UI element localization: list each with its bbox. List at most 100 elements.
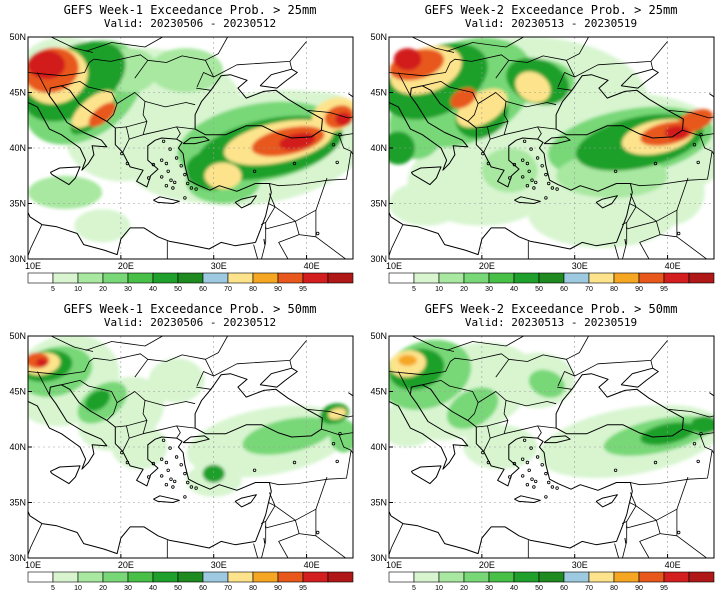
coastline bbox=[410, 465, 442, 485]
colorbar-swatch bbox=[663, 571, 690, 583]
coastline bbox=[624, 537, 627, 544]
x-tick-label: 20E bbox=[118, 261, 134, 271]
y-tick-label: 35N bbox=[9, 498, 26, 508]
x-tick-label: 30E bbox=[211, 560, 227, 570]
probability-contour bbox=[335, 112, 353, 126]
coastline bbox=[555, 373, 684, 438]
island bbox=[529, 147, 533, 151]
island bbox=[532, 485, 536, 489]
coastline bbox=[182, 435, 210, 444]
probability-contour bbox=[148, 48, 223, 93]
island bbox=[653, 161, 658, 166]
x-tick-label: 40E bbox=[665, 560, 681, 570]
island bbox=[331, 142, 336, 147]
country-border bbox=[196, 371, 214, 387]
island bbox=[316, 530, 320, 535]
country-border bbox=[176, 425, 181, 439]
colorbar-label: 50 bbox=[535, 585, 543, 592]
island bbox=[525, 460, 530, 465]
y-tick-label: 40N bbox=[9, 442, 26, 452]
probability-contour bbox=[74, 209, 131, 243]
colorbar-label: 60 bbox=[199, 286, 207, 293]
colorbar-swatch bbox=[638, 571, 665, 583]
colorbar-label: 90 bbox=[274, 286, 282, 293]
colorbar-swatch bbox=[27, 272, 54, 284]
colorbar-swatch bbox=[152, 272, 179, 284]
colorbar-label: 40 bbox=[149, 286, 157, 293]
country-border bbox=[476, 425, 491, 452]
island bbox=[486, 460, 491, 465]
island bbox=[166, 169, 170, 173]
coastline bbox=[194, 373, 323, 438]
colorbar-label: 40 bbox=[510, 286, 518, 293]
country-border bbox=[621, 502, 637, 524]
colorbar-label: 80 bbox=[249, 585, 257, 592]
y-tick-label: 45N bbox=[370, 88, 387, 98]
country-border bbox=[51, 336, 94, 352]
x-tick-label: 10E bbox=[386, 560, 402, 570]
country-border bbox=[574, 41, 668, 78]
map-panel-w1-50: GEFS Week-1 Exceedance Prob. > 50mm Valid… bbox=[0, 299, 361, 598]
map-area bbox=[389, 336, 714, 558]
country-border bbox=[129, 134, 144, 140]
country-border bbox=[205, 37, 228, 61]
country-border bbox=[557, 87, 572, 91]
island bbox=[512, 461, 517, 466]
country-border bbox=[537, 126, 542, 140]
country-border bbox=[144, 400, 196, 407]
country-border bbox=[446, 336, 524, 351]
island bbox=[194, 187, 198, 191]
country-border bbox=[261, 521, 267, 558]
country-border bbox=[306, 109, 353, 119]
country-border bbox=[667, 109, 714, 119]
island bbox=[535, 455, 540, 459]
colorbar-label: 40 bbox=[510, 585, 518, 592]
y-tick-label: 45N bbox=[370, 387, 387, 397]
coastline bbox=[234, 494, 257, 508]
island bbox=[692, 142, 697, 147]
island bbox=[696, 160, 700, 165]
colorbar-swatch bbox=[52, 272, 79, 284]
country-border bbox=[626, 220, 661, 259]
island bbox=[168, 446, 172, 450]
colorbar-label: 50 bbox=[535, 286, 543, 293]
country-border bbox=[490, 433, 505, 439]
country-border bbox=[36, 72, 50, 96]
country-border bbox=[422, 81, 479, 122]
probability-contour bbox=[389, 402, 436, 447]
country-border bbox=[269, 129, 352, 187]
country-border bbox=[134, 60, 149, 79]
colorbar-label: 90 bbox=[274, 585, 282, 592]
country-border bbox=[265, 519, 300, 558]
probability-contour bbox=[28, 50, 66, 80]
colorbar-swatch bbox=[52, 571, 79, 583]
map-panel-w2-50: GEFS Week-2 Exceedance Prob. > 50mm Valid… bbox=[361, 299, 722, 598]
island bbox=[613, 468, 618, 472]
country-border bbox=[389, 54, 576, 78]
island bbox=[338, 431, 342, 436]
island bbox=[527, 169, 531, 173]
probability-contour bbox=[88, 102, 117, 127]
country-border bbox=[650, 360, 654, 369]
island bbox=[174, 455, 179, 459]
country-border bbox=[487, 121, 557, 136]
colorbar-label: 40 bbox=[149, 585, 157, 592]
country-border bbox=[389, 224, 404, 256]
coastline bbox=[410, 166, 442, 186]
colorbar-swatch bbox=[688, 571, 715, 583]
colorbar-label: 90 bbox=[635, 585, 643, 592]
colorbar-swatch bbox=[277, 571, 304, 583]
country-border bbox=[622, 222, 628, 259]
country-border bbox=[213, 41, 307, 78]
country-border bbox=[397, 371, 411, 395]
colorbar-swatch bbox=[102, 272, 129, 284]
island bbox=[532, 186, 536, 190]
island bbox=[481, 151, 485, 156]
x-tick-label: 40E bbox=[665, 261, 681, 271]
island bbox=[252, 468, 257, 472]
x-tick-label: 30E bbox=[572, 261, 588, 271]
x-tick-label: 20E bbox=[118, 560, 134, 570]
colorbar-swatch bbox=[202, 571, 229, 583]
island bbox=[172, 479, 177, 484]
island bbox=[146, 475, 151, 479]
